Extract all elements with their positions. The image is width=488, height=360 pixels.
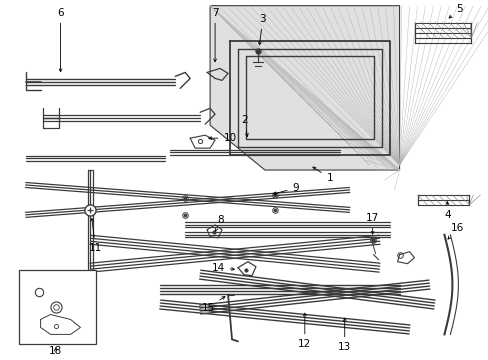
Text: 9: 9: [273, 183, 299, 195]
Text: 3: 3: [258, 14, 265, 45]
Text: 18: 18: [49, 346, 62, 356]
Text: 11: 11: [89, 219, 102, 253]
Text: 1: 1: [312, 167, 332, 183]
Text: 7: 7: [211, 8, 218, 62]
Text: 8: 8: [215, 215, 223, 231]
Text: 14: 14: [211, 263, 234, 273]
Text: 15: 15: [201, 297, 224, 312]
Polygon shape: [210, 6, 399, 170]
Text: 16: 16: [447, 223, 463, 239]
Text: 4: 4: [443, 202, 450, 220]
Text: 2: 2: [241, 115, 248, 136]
Text: 6: 6: [57, 8, 64, 72]
Text: 10: 10: [208, 133, 236, 143]
Text: 17: 17: [365, 213, 379, 234]
Bar: [19, 270, 96, 345]
Text: 5: 5: [448, 4, 462, 18]
Text: 13: 13: [337, 318, 350, 352]
Text: 12: 12: [298, 313, 311, 349]
